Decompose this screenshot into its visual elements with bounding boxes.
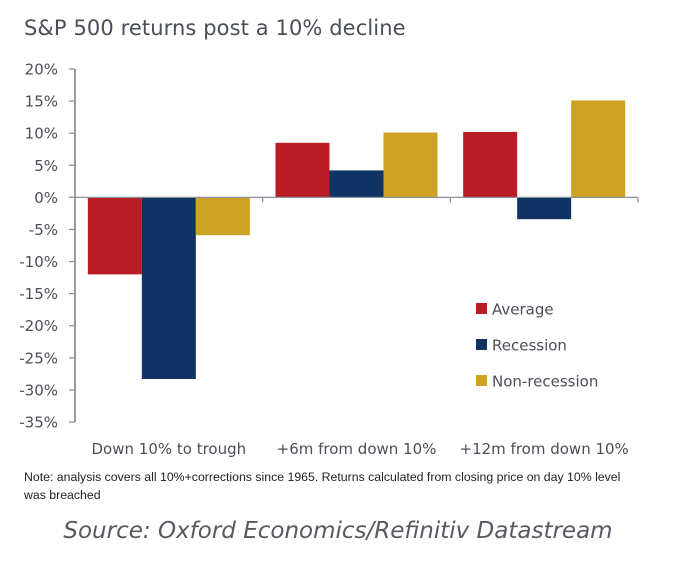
bar-recession-1 (141, 197, 196, 379)
chart-source: Source: Oxford Economics/Refinitiv Datas… (63, 518, 613, 544)
x-category-label: Down 10% to trough (92, 440, 247, 458)
y-tick-labels: 20% 15% 10% 5% 0% -5% -10% -15% -20% -25% -30% -35% (19, 61, 75, 432)
bar-average-1 (87, 197, 142, 275)
y-tick-label: -35% (19, 414, 58, 432)
legend-label: Average (492, 301, 554, 319)
bar-average-2 (275, 142, 330, 198)
legend-label: Recession (492, 337, 567, 355)
y-tick-label: -20% (19, 317, 58, 335)
bar-non-recession-3 (571, 100, 626, 198)
y-tick-label: -25% (19, 349, 58, 367)
y-tick-label: -10% (19, 253, 58, 271)
legend-swatch-recession (476, 339, 487, 350)
bar-average-3 (463, 131, 518, 198)
legend: Average Recession Non-recession (476, 301, 598, 391)
legend-swatch-non-recession (476, 375, 487, 386)
y-tick-label: 20% (25, 61, 58, 79)
bar-recession-2 (329, 170, 384, 198)
legend-swatch-average (476, 303, 487, 314)
bar-non-recession-2 (383, 132, 438, 198)
bar-recession-3 (517, 197, 572, 220)
y-tick-label: -15% (19, 285, 58, 303)
chart-title: S&P 500 returns post a 10% decline (24, 16, 406, 40)
y-tick-label: 10% (25, 125, 58, 143)
y-tick-label: -30% (19, 381, 58, 399)
y-tick-label: 5% (34, 157, 58, 175)
bar-non-recession-1 (195, 197, 250, 236)
x-category-labels: Down 10% to trough +6m from down 10% +12m … (92, 440, 629, 458)
x-category-label: +6m from down 10% (277, 440, 437, 458)
bars-layer (87, 100, 626, 379)
y-tick-label: -5% (29, 221, 58, 239)
x-category-label: +12m from down 10% (460, 440, 629, 458)
chart-note: Note: analysis covers all 10%+correction… (24, 470, 621, 502)
bar-chart: 20% 15% 10% 5% 0% -5% -10% -15% -20% -25% -30% -35%… (19, 61, 639, 458)
axes-layer (74, 69, 639, 422)
legend-label: Non-recession (492, 373, 598, 391)
y-tick-label: 0% (34, 189, 58, 207)
y-tick-label: 15% (25, 93, 58, 111)
